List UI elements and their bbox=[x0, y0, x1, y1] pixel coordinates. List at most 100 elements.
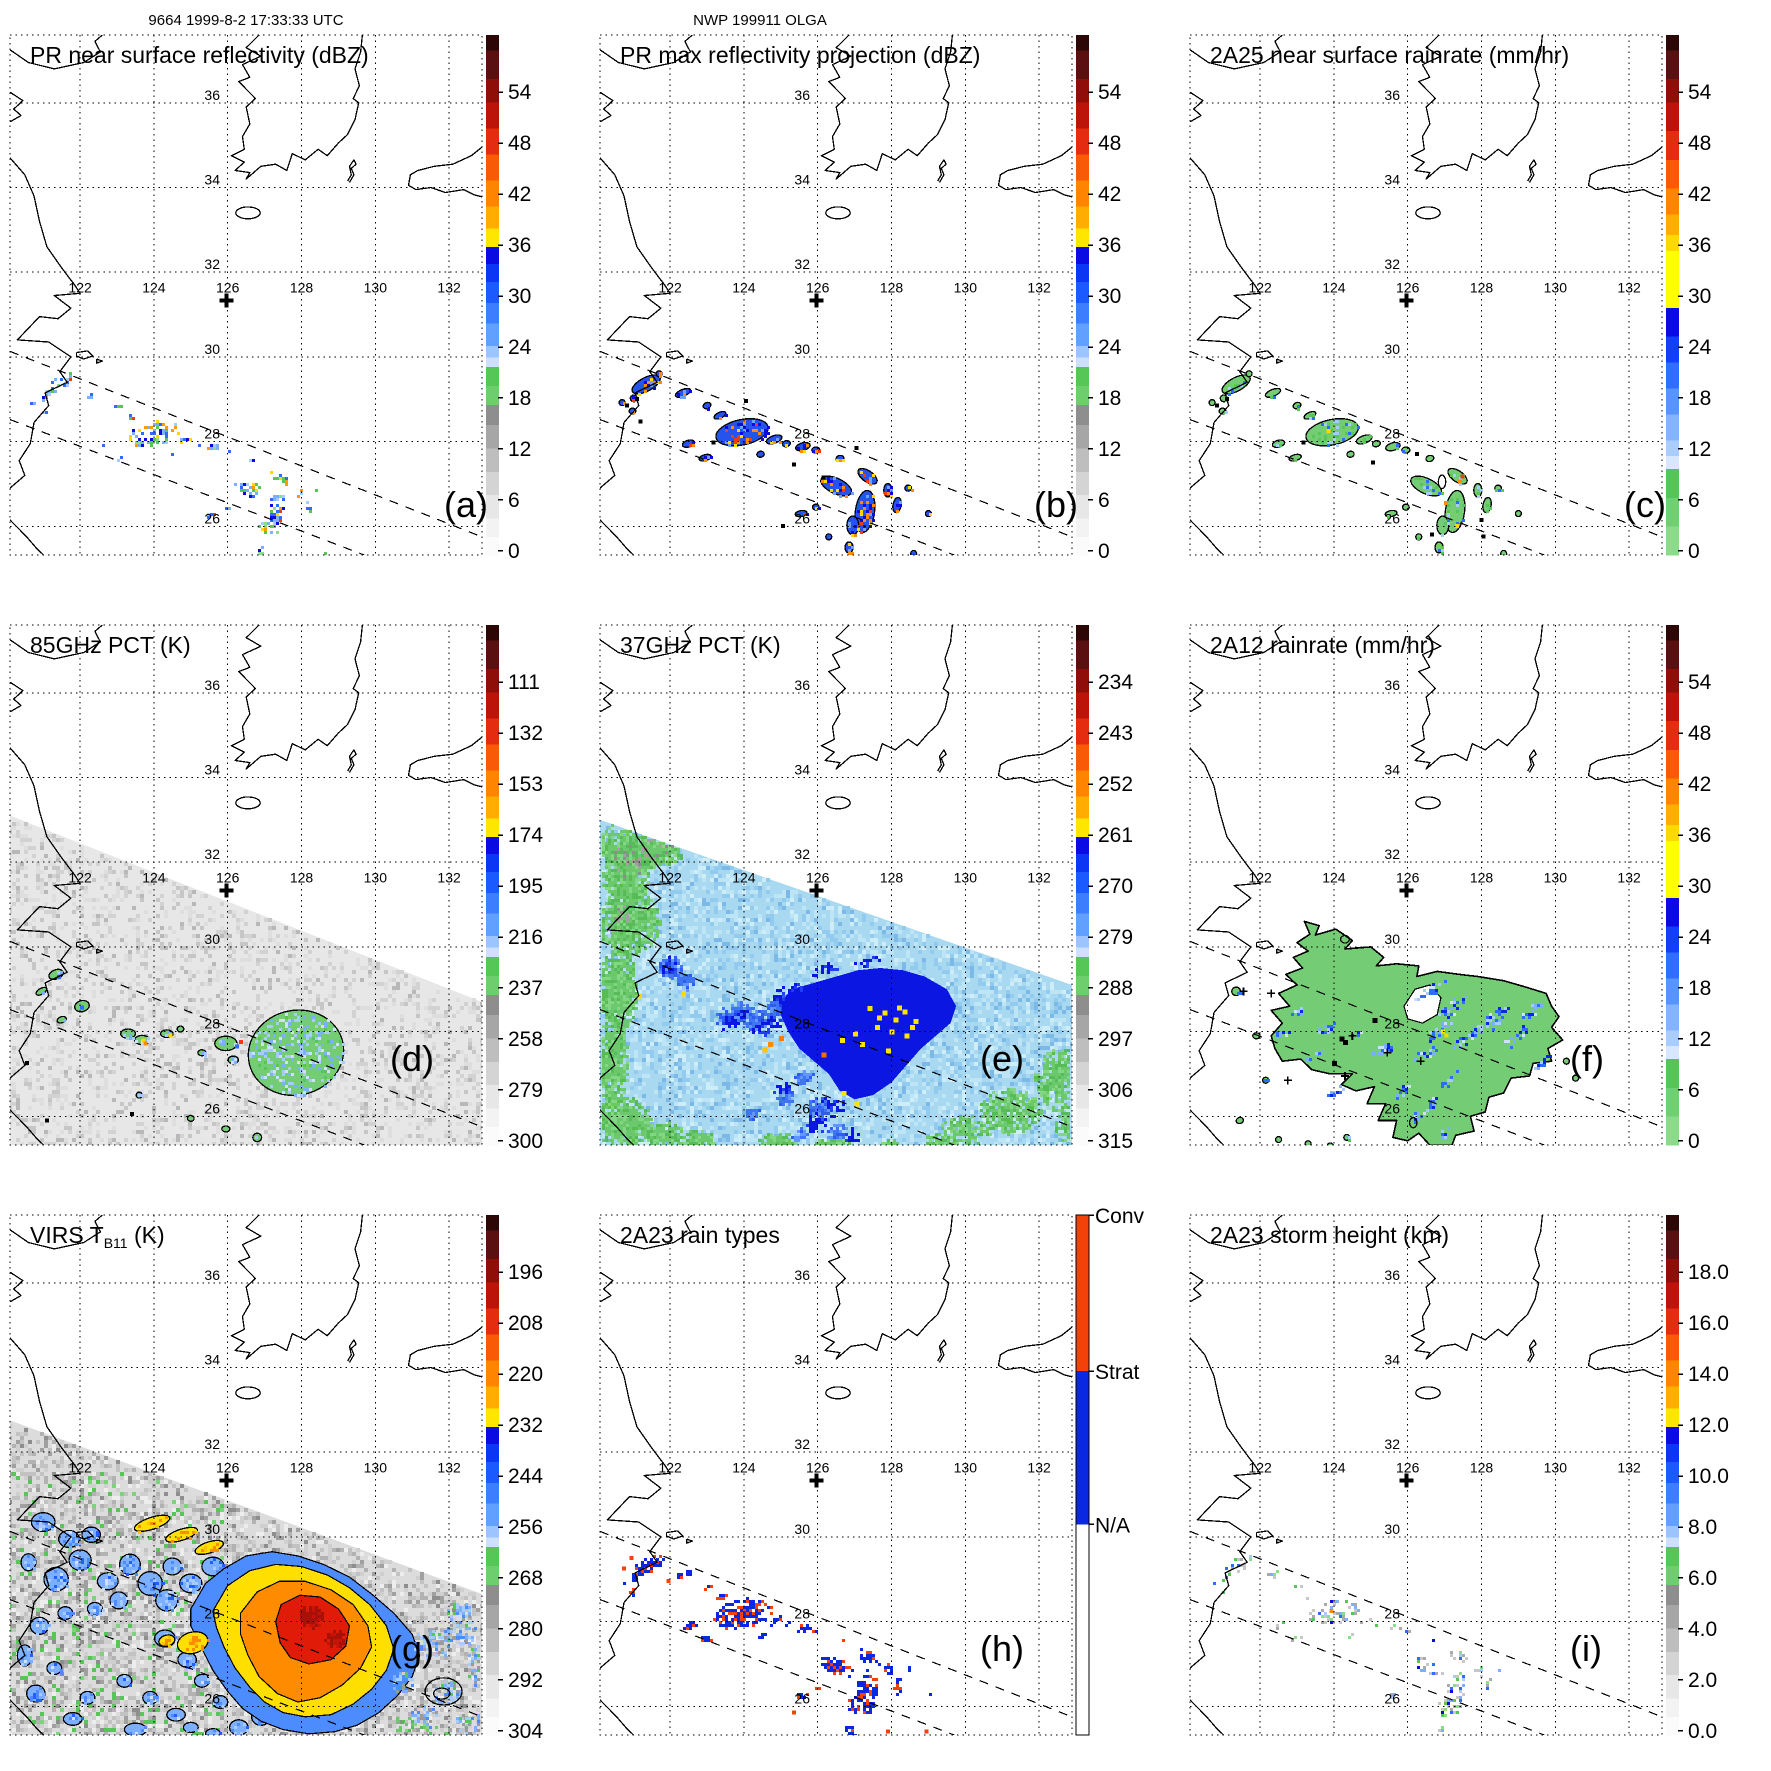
colorbar-label: 132 bbox=[508, 722, 543, 745]
storm-cell-speckles bbox=[51, 372, 327, 555]
colorbar-band bbox=[1076, 995, 1089, 1016]
lat-label: 36 bbox=[1384, 87, 1400, 103]
colorbar-band bbox=[1076, 913, 1089, 937]
colorbar: 18.0 16.0 14.0 12.0 10.0 8.0 6.0 4.0 2.0 0.0 bbox=[1666, 1215, 1729, 1743]
colorbar-band bbox=[1076, 1524, 1089, 1736]
colorbar-band bbox=[486, 35, 499, 52]
colorbar-band bbox=[486, 1126, 499, 1146]
plus-mark bbox=[1267, 989, 1276, 998]
plus-mark bbox=[1348, 1031, 1357, 1040]
lat-label: 34 bbox=[1384, 171, 1400, 187]
coastline-jeju bbox=[1415, 1386, 1441, 1400]
colorbar-label: 153 bbox=[508, 773, 543, 796]
lat-label: 28 bbox=[1384, 1016, 1400, 1032]
colorbar-band bbox=[1076, 837, 1089, 855]
lon-label: 130 bbox=[1544, 279, 1568, 295]
colorbar-band bbox=[1666, 1360, 1679, 1388]
colorbar-band bbox=[1076, 935, 1089, 948]
colorbar-band bbox=[486, 536, 499, 556]
map-field bbox=[1208, 370, 1523, 555]
colorbar-band bbox=[1666, 1308, 1679, 1336]
map-field bbox=[10, 815, 482, 1145]
coastlines bbox=[1190, 625, 1662, 1145]
coastline-china_south bbox=[600, 1699, 634, 1735]
colorbar-label: 12 bbox=[508, 438, 531, 461]
coastline-japan bbox=[1587, 736, 1662, 788]
coastlines bbox=[10, 1215, 482, 1735]
coastline-shandong bbox=[600, 1215, 693, 1250]
lon-label: 124 bbox=[732, 279, 756, 295]
colorbar-label: 12 bbox=[1688, 1028, 1711, 1051]
colorbar-band bbox=[1666, 1482, 1679, 1505]
coastlines bbox=[600, 625, 1072, 1145]
colorbar-label: 18 bbox=[1688, 977, 1711, 1000]
colorbar: 196 208 220 232 244 256 268 280 292 304 bbox=[486, 1215, 543, 1743]
data-speck bbox=[885, 1048, 891, 1054]
colorbar-label: 6 bbox=[1098, 489, 1110, 512]
plus-mark bbox=[1416, 1057, 1425, 1066]
coastlines bbox=[600, 1215, 1072, 1735]
colorbar-band bbox=[486, 818, 499, 838]
contoured-blob bbox=[1274, 1135, 1283, 1144]
colorbar-label: 6 bbox=[508, 489, 520, 512]
plus-mark bbox=[1383, 1048, 1392, 1057]
colorbar-band bbox=[486, 263, 499, 283]
panel-d-svg: 26 28 30 32 34 36 122 124 126 128 130 132 85GHz PCT … bbox=[9, 624, 543, 1153]
colorbar-label: 54 bbox=[1098, 81, 1122, 104]
graticule-labels: 26 28 30 32 34 36 122 124 126 128 130 132 bbox=[1248, 87, 1641, 527]
data-speck bbox=[762, 1047, 768, 1053]
storm-cell-speckles bbox=[638, 378, 932, 546]
data-dot bbox=[1339, 1036, 1345, 1042]
data-dot bbox=[24, 1061, 29, 1066]
coastline-tsushima bbox=[937, 749, 947, 773]
lon-label: 124 bbox=[1322, 279, 1346, 295]
colorbar-label: 18 bbox=[1098, 387, 1121, 410]
lat-label: 36 bbox=[204, 677, 220, 693]
panel-i: 26 28 30 32 34 36 122 124 126 128 130 132 2A23 storm… bbox=[1180, 1180, 1770, 1770]
colorbar-band bbox=[1076, 386, 1089, 406]
colorbar-band bbox=[1076, 892, 1089, 915]
data-dot bbox=[1370, 460, 1375, 465]
colorbar-label: Strat bbox=[1095, 1361, 1140, 1384]
storm-cell bbox=[910, 549, 918, 555]
lat-label: 32 bbox=[204, 256, 220, 272]
coastline-zhoushan1 bbox=[1255, 1530, 1274, 1540]
colorbar-band bbox=[1666, 1230, 1679, 1260]
colorbar-band bbox=[1076, 425, 1089, 449]
colorbar-label: 30 bbox=[1688, 875, 1711, 898]
storm-cell-speckles bbox=[57, 384, 282, 555]
coastline-jeju bbox=[235, 1386, 261, 1400]
coastline-zhoushan1 bbox=[665, 1530, 684, 1540]
colorbar-band bbox=[1076, 180, 1089, 208]
panel-f: 26 28 30 32 34 36 122 124 126 128 130 132 2A12 rainr… bbox=[1180, 590, 1770, 1180]
data-speck bbox=[839, 1037, 845, 1043]
plus-mark bbox=[1283, 1076, 1292, 1085]
storm-center-marker bbox=[219, 293, 234, 308]
coastline-china_south bbox=[10, 1699, 44, 1735]
lat-label: 34 bbox=[1384, 761, 1400, 777]
colorbar-band bbox=[1076, 50, 1089, 80]
data-dot bbox=[638, 419, 643, 424]
colorbar-band bbox=[486, 1525, 499, 1538]
lat-label: 30 bbox=[204, 931, 220, 947]
colorbar-label: 244 bbox=[508, 1465, 543, 1488]
coastline-jeju bbox=[825, 1386, 851, 1400]
colorbar-band bbox=[1666, 159, 1679, 189]
lat-label: 32 bbox=[794, 846, 810, 862]
colorbar-band bbox=[486, 913, 499, 937]
colorbar-band bbox=[1076, 853, 1089, 873]
colorbar-band bbox=[1076, 872, 1089, 894]
colorbar-band bbox=[486, 796, 499, 820]
colorbar-band bbox=[486, 1585, 499, 1606]
colorbar-band bbox=[1666, 640, 1679, 670]
lat-label: 32 bbox=[794, 1436, 810, 1452]
lat-label: 30 bbox=[204, 341, 220, 357]
colorbar-band bbox=[486, 1386, 499, 1410]
colorbar-label: 24 bbox=[1688, 336, 1712, 359]
colorbar-label: 48 bbox=[1688, 132, 1711, 155]
storm-center-marker bbox=[219, 1473, 234, 1488]
data-dot bbox=[1343, 1040, 1349, 1046]
